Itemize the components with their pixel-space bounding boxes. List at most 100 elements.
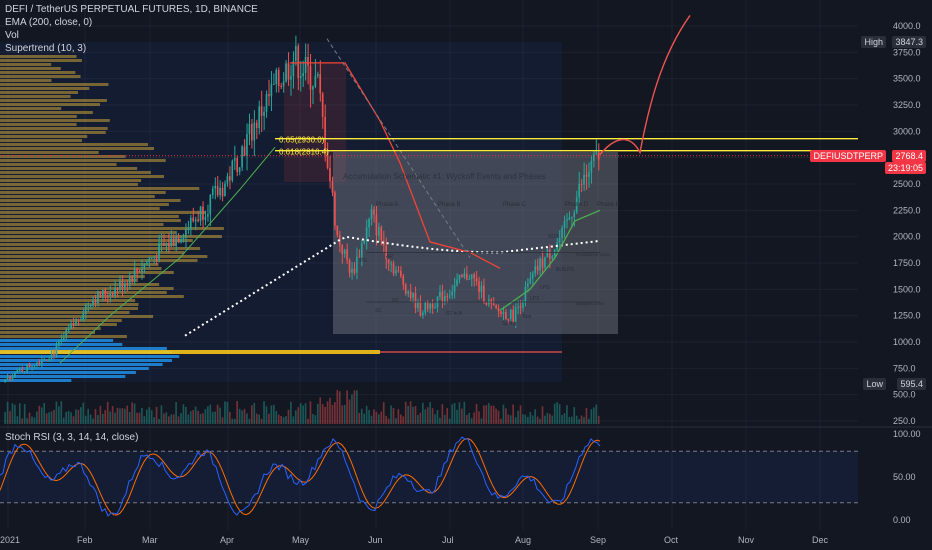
- volume-bar: [158, 418, 160, 424]
- volume-bar: [568, 417, 571, 424]
- candle-body: [304, 56, 307, 74]
- volume-bar: [207, 406, 209, 424]
- volume-bar: [412, 406, 414, 424]
- symbol-legend[interactable]: DEFI / TetherUS PERPETUAL FUTURES, 1D, B…: [5, 4, 258, 15]
- volume-profile-bar: [0, 67, 61, 70]
- candle-body: [534, 266, 536, 274]
- candle-body: [251, 124, 253, 141]
- candle-body: [439, 291, 441, 297]
- volume-bar: [21, 418, 24, 424]
- volume-profile-bar: [0, 199, 181, 202]
- volume-profile-bar: [0, 63, 52, 66]
- volume-bar: [470, 418, 473, 424]
- wyckoff-phase-label: Phase A: [376, 202, 398, 208]
- volume-bar: [199, 413, 202, 424]
- volume-bar: [465, 415, 468, 424]
- candle-body: [541, 258, 544, 268]
- candle-body: [307, 56, 309, 66]
- volume-bar: [395, 418, 397, 424]
- volume-bar: [585, 407, 588, 424]
- candle-body: [104, 289, 107, 296]
- volume-profile-bar: [0, 91, 79, 94]
- candle-body: [336, 225, 339, 235]
- candle-body: [321, 93, 324, 117]
- volume-profile-bar: [0, 311, 130, 314]
- volume-bar: [387, 418, 390, 424]
- volume-bar: [558, 404, 561, 424]
- candle-body: [382, 240, 385, 246]
- price-tick-label: 750.0: [893, 363, 916, 373]
- price-tick-label: 3750.0: [893, 47, 921, 57]
- volume-bar: [421, 402, 424, 424]
- volume-bar: [502, 404, 505, 424]
- vol-legend[interactable]: Vol: [5, 30, 19, 41]
- volume-profile-bar: [0, 251, 185, 254]
- candle-body: [365, 227, 368, 242]
- candle-body: [50, 353, 53, 360]
- candle-body: [31, 366, 33, 368]
- wyckoff-event-label: ST: [392, 298, 398, 304]
- volume-profile-bar: [0, 167, 138, 170]
- volume-bar: [299, 403, 302, 424]
- candle-body: [522, 301, 524, 308]
- stoch-legend[interactable]: Stoch RSI (3, 3, 14, 14, close): [5, 432, 139, 443]
- volume-profile-bar: [0, 143, 148, 146]
- volume-bar: [370, 415, 373, 424]
- candle-body: [126, 283, 129, 285]
- candle-body: [97, 291, 99, 304]
- volume-bar: [424, 409, 427, 424]
- candle-body: [204, 216, 207, 220]
- volume-bar: [527, 417, 529, 424]
- time-tick-label: Aug: [515, 535, 531, 545]
- volume-bar: [314, 415, 317, 424]
- volume-profile-bar: [0, 195, 155, 198]
- candle-body: [207, 214, 209, 217]
- candle-body: [155, 256, 158, 261]
- volume-profile-bar: [0, 207, 160, 210]
- candle-body: [187, 228, 190, 230]
- time-tick-label: Feb: [77, 535, 93, 545]
- volume-bar: [578, 418, 580, 424]
- candle-body: [221, 187, 224, 197]
- volume-profile-bar: [0, 315, 154, 318]
- volume-bar: [231, 418, 234, 424]
- candle-body: [18, 369, 21, 371]
- volume-profile-bar: [0, 139, 82, 142]
- volume-bar: [189, 411, 192, 424]
- volume-bar: [324, 406, 326, 424]
- wyckoff-phase-label: Phase E: [597, 202, 620, 208]
- volume-profile-bar: [0, 87, 90, 90]
- volume-bar: [128, 412, 131, 424]
- candle-body: [595, 152, 598, 154]
- candle-body: [148, 258, 151, 263]
- candle-body: [282, 81, 285, 87]
- candle-body: [387, 259, 390, 264]
- volume-bar: [280, 415, 282, 424]
- volume-profile-bar: [0, 359, 173, 362]
- candle-body: [243, 146, 246, 156]
- candle-body: [153, 256, 155, 258]
- candle-body: [568, 217, 571, 220]
- volume-bar: [148, 407, 151, 424]
- volume-bar: [187, 414, 190, 424]
- volume-profile-bar: [0, 331, 96, 334]
- volume-bar: [219, 407, 221, 424]
- volume-profile-bar: [0, 59, 82, 62]
- candle-body: [277, 69, 280, 86]
- time-tick-label: Jul: [442, 535, 454, 545]
- volume-bar: [255, 413, 258, 424]
- price-tick-label: 1250.0: [893, 311, 921, 321]
- candle-body: [65, 330, 68, 338]
- volume-bar: [417, 414, 419, 424]
- candle-body: [192, 217, 195, 222]
- volume-bar: [522, 414, 524, 424]
- volume-bar: [67, 411, 70, 424]
- volume-bar: [356, 390, 358, 424]
- supertrend-legend[interactable]: Supertrend (10, 3): [5, 43, 87, 54]
- wyckoff-event-label: PS: [360, 258, 367, 264]
- price-tick-label: 3250.0: [893, 100, 921, 110]
- time-tick-label: Jun: [368, 535, 383, 545]
- ema-legend[interactable]: EMA (200, close, 0): [5, 17, 93, 28]
